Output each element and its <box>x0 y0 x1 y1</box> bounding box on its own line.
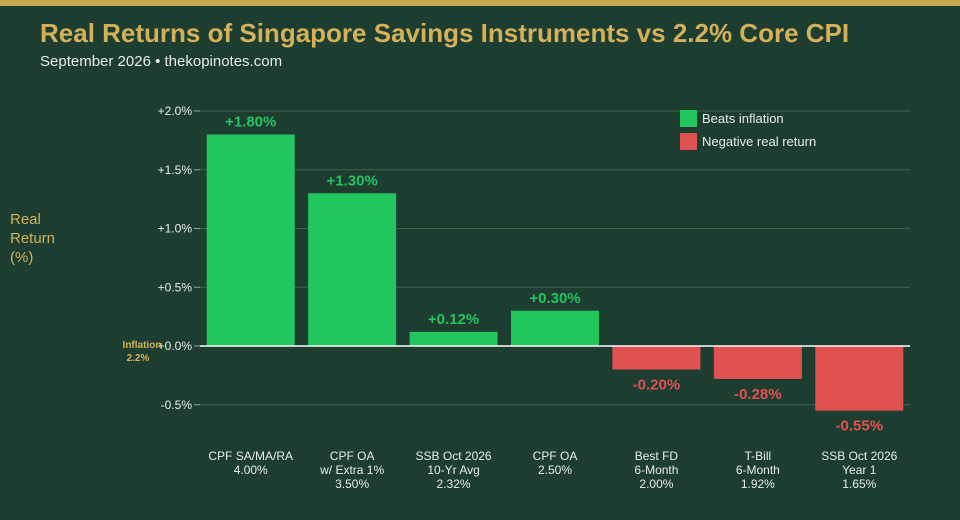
legend: Beats inflation Negative real return <box>680 108 816 154</box>
bar <box>511 310 599 346</box>
x-tick-label: SSB Oct 2026 <box>821 449 897 463</box>
x-tick-label: 10-Yr Avg <box>427 463 479 477</box>
bar <box>612 346 701 370</box>
y-tick-label: +1.5% <box>158 163 193 177</box>
x-tick-label: CPF SA/MA/RA <box>208 449 293 463</box>
x-tick-label: 1.65% <box>842 477 876 491</box>
x-tick-label: CPF OA <box>533 449 578 463</box>
x-tick-label: 2.32% <box>437 477 471 491</box>
bar-value-label: +1.30% <box>326 172 377 189</box>
x-tick-label: 2.00% <box>639 477 673 491</box>
baseline-label: 2.2% <box>127 353 150 364</box>
legend-item-positive: Beats inflation <box>680 108 816 128</box>
chart-title: Real Returns of Singapore Savings Instru… <box>40 18 850 48</box>
x-tick-label: 4.00% <box>234 463 268 477</box>
y-tick-label: +0.5% <box>158 280 193 294</box>
legend-label: Negative real return <box>702 133 817 149</box>
x-tick-label: 3.50% <box>335 477 369 491</box>
x-tick-label: 2.50% <box>538 463 572 477</box>
legend-swatch-positive <box>680 109 697 127</box>
bar-value-label: -0.28% <box>734 386 782 403</box>
x-tick-label: CPF OA <box>330 449 375 463</box>
y-axis-label-line: Return <box>10 230 56 247</box>
x-tick-label: 1.92% <box>741 477 775 491</box>
bar-value-label: -0.55% <box>836 418 884 435</box>
x-tick-label: Year 1 <box>842 463 877 477</box>
y-tick-label: +1.0% <box>158 222 193 236</box>
y-axis-label-line: Real <box>10 211 41 228</box>
bar <box>308 193 397 346</box>
legend-item-negative: Negative real return <box>680 131 816 151</box>
chart-subtitle: September 2026 • thekopinotes.com <box>40 53 283 70</box>
x-tick-label: T-Bill <box>745 449 772 463</box>
bar-value-label: -0.20% <box>633 377 681 394</box>
bar <box>815 346 904 411</box>
top-accent-bar <box>0 0 960 6</box>
x-tick-label: Best FD <box>635 449 679 463</box>
bar <box>409 331 498 346</box>
bar <box>713 346 802 379</box>
bar-value-label: +1.80% <box>225 114 276 131</box>
bar-value-label: +0.30% <box>529 290 580 307</box>
y-tick-label: -0.5% <box>161 398 193 412</box>
y-tick-label: +0.0% <box>158 339 193 353</box>
x-tick-label: 6-Month <box>736 463 780 477</box>
x-tick-label: 6-Month <box>634 463 678 477</box>
y-axis-label: Real Return (%) <box>10 210 55 267</box>
x-tick-label: w/ Extra 1% <box>319 463 384 477</box>
bar-value-label: +0.12% <box>428 311 479 328</box>
baseline-label: Inflation <box>123 340 162 351</box>
y-axis-label-line: (%) <box>10 249 34 266</box>
y-tick-label: +2.0% <box>158 104 193 118</box>
bar <box>206 134 295 346</box>
legend-swatch-negative <box>680 132 697 150</box>
legend-label: Beats inflation <box>702 110 784 126</box>
x-tick-label: SSB Oct 2026 <box>416 449 492 463</box>
